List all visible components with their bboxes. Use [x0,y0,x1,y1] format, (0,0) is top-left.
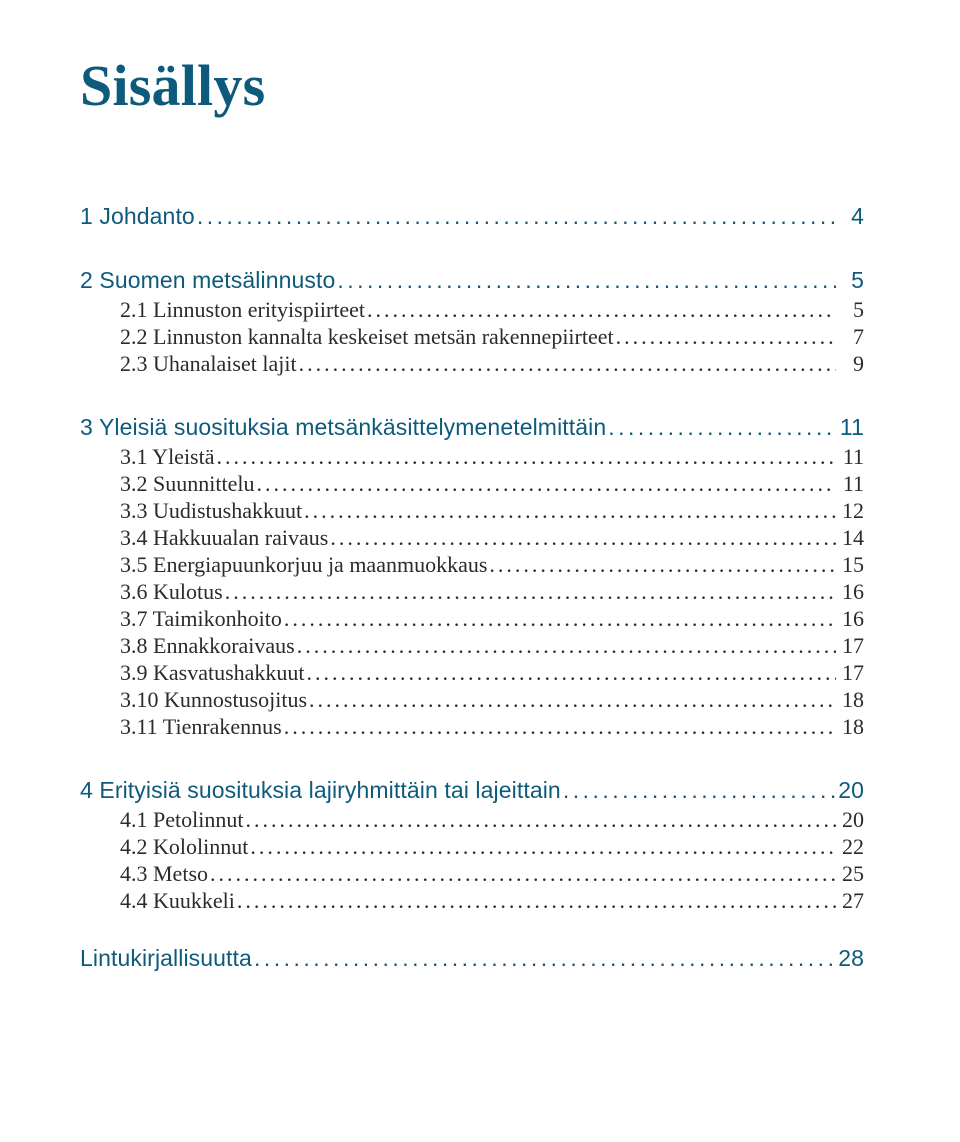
toc-label: 4.3 Metso [80,861,208,887]
toc-level2-row[interactable]: 3.2 Suunnittelu 11 [80,471,864,497]
toc-page-number: 22 [836,834,864,860]
dot-leader [365,297,836,323]
dot-leader [561,777,836,804]
toc-page-number: 12 [836,498,864,524]
toc-page-number: 18 [836,687,864,713]
toc-gap [80,915,864,945]
toc-label: 4 Erityisiä suosituksia lajiryhmittäin t… [80,777,561,804]
toc-level1-row[interactable]: 1 Johdanto 4 [80,203,864,230]
dot-leader [235,888,836,914]
toc-label: 3.6 Kulotus [80,579,223,605]
toc-page-number: 9 [836,351,864,377]
toc-label: 3.2 Suunnittelu [80,471,254,497]
toc-page-number: 16 [836,579,864,605]
toc-level2-row[interactable]: 2.1 Linnuston erityispiirteet 5 [80,297,864,323]
toc-label: 2 Suomen metsälinnusto [80,267,335,294]
dot-leader [208,861,836,887]
toc-level1-row[interactable]: 4 Erityisiä suosituksia lajiryhmittäin t… [80,777,864,804]
toc-page-number: 28 [836,945,864,972]
dot-leader [195,203,836,230]
toc-page-number: 20 [836,807,864,833]
toc-label: 3.1 Yleistä [80,444,215,470]
dot-leader [282,606,836,632]
dot-leader [295,633,836,659]
toc-level2-row[interactable]: 2.3 Uhanalaiset lajit 9 [80,351,864,377]
dot-leader [254,471,836,497]
toc-level1-row[interactable]: 3 Yleisiä suosituksia metsänkäsittelymen… [80,414,864,441]
toc-level2-row[interactable]: 3.4 Hakkuualan raivaus 14 [80,525,864,551]
table-of-contents: 1 Johdanto42 Suomen metsälinnusto52.1 Li… [80,203,864,972]
toc-gap [80,378,864,414]
toc-level2-row[interactable]: 4.3 Metso 25 [80,861,864,887]
dot-leader [487,552,836,578]
dot-leader [223,579,836,605]
toc-page-number: 14 [836,525,864,551]
toc-page-number: 7 [836,324,864,350]
toc-gap [80,741,864,777]
toc-level2-row[interactable]: 4.4 Kuukkeli 27 [80,888,864,914]
dot-leader [614,324,836,350]
toc-label: 1 Johdanto [80,203,195,230]
dot-leader [606,414,836,441]
toc-label: 4.1 Petolinnut [80,807,243,833]
toc-label: 3.7 Taimikonhoito [80,606,282,632]
toc-page-number: 5 [836,297,864,323]
toc-label: 4.2 Kololinnut [80,834,248,860]
toc-label: 3.8 Ennakkoraivaus [80,633,295,659]
toc-level2-row[interactable]: 3.1 Yleistä 11 [80,444,864,470]
dot-leader [335,267,836,294]
toc-level2-row[interactable]: 3.8 Ennakkoraivaus 17 [80,633,864,659]
dot-leader [307,687,836,713]
dot-leader [305,660,836,686]
toc-page-number: 17 [836,660,864,686]
toc-page-number: 4 [836,203,864,230]
toc-page-number: 16 [836,606,864,632]
toc-label: 3.4 Hakkuualan raivaus [80,525,328,551]
toc-label: 2.1 Linnuston erityispiirteet [80,297,365,323]
toc-page-number: 17 [836,633,864,659]
toc-page-number: 25 [836,861,864,887]
toc-page-number: 11 [836,444,864,470]
toc-gap [80,231,864,267]
page-title: Sisällys [80,52,864,119]
toc-label: 2.3 Uhanalaiset lajit [80,351,297,377]
toc-label: 3.3 Uudistushakkuut [80,498,302,524]
toc-level2-row[interactable]: 4.1 Petolinnut 20 [80,807,864,833]
toc-level1-row[interactable]: 2 Suomen metsälinnusto 5 [80,267,864,294]
dot-leader [252,945,836,972]
toc-level2-row[interactable]: 3.5 Energiapuunkorjuu ja maanmuokkaus 15 [80,552,864,578]
toc-level2-row[interactable]: 3.3 Uudistushakkuut 12 [80,498,864,524]
dot-leader [248,834,836,860]
dot-leader [328,525,836,551]
toc-label: 3.10 Kunnostusojitus [80,687,307,713]
toc-label: 2.2 Linnuston kannalta keskeiset metsän … [80,324,614,350]
toc-level2-row[interactable]: 3.7 Taimikonhoito 16 [80,606,864,632]
toc-level2-row[interactable]: 4.2 Kololinnut 22 [80,834,864,860]
dot-leader [302,498,836,524]
dot-leader [297,351,836,377]
toc-label: 4.4 Kuukkeli [80,888,235,914]
toc-label: 3.11 Tienrakennus [80,714,282,740]
dot-leader [215,444,837,470]
toc-level2-row[interactable]: 3.9 Kasvatushakkuut 17 [80,660,864,686]
toc-label: 3.5 Energiapuunkorjuu ja maanmuokkaus [80,552,487,578]
toc-level1-row[interactable]: Lintukirjallisuutta 28 [80,945,864,972]
toc-label: 3 Yleisiä suosituksia metsänkäsittelymen… [80,414,606,441]
toc-page-number: 11 [836,414,864,441]
toc-page-number: 18 [836,714,864,740]
toc-page-number: 11 [836,471,864,497]
toc-page-number: 27 [836,888,864,914]
dot-leader [243,807,836,833]
toc-page-number: 15 [836,552,864,578]
toc-label: 3.9 Kasvatushakkuut [80,660,305,686]
toc-page-number: 20 [836,777,864,804]
dot-leader [282,714,836,740]
toc-page-number: 5 [836,267,864,294]
page: Sisällys 1 Johdanto 4 2 Suomen metsälinnus… [0,0,960,1142]
toc-label: Lintukirjallisuutta [80,945,252,972]
toc-level2-row[interactable]: 3.6 Kulotus 16 [80,579,864,605]
toc-level2-row[interactable]: 3.11 Tienrakennus 18 [80,714,864,740]
toc-level2-row[interactable]: 2.2 Linnuston kannalta keskeiset metsän … [80,324,864,350]
toc-level2-row[interactable]: 3.10 Kunnostusojitus 18 [80,687,864,713]
